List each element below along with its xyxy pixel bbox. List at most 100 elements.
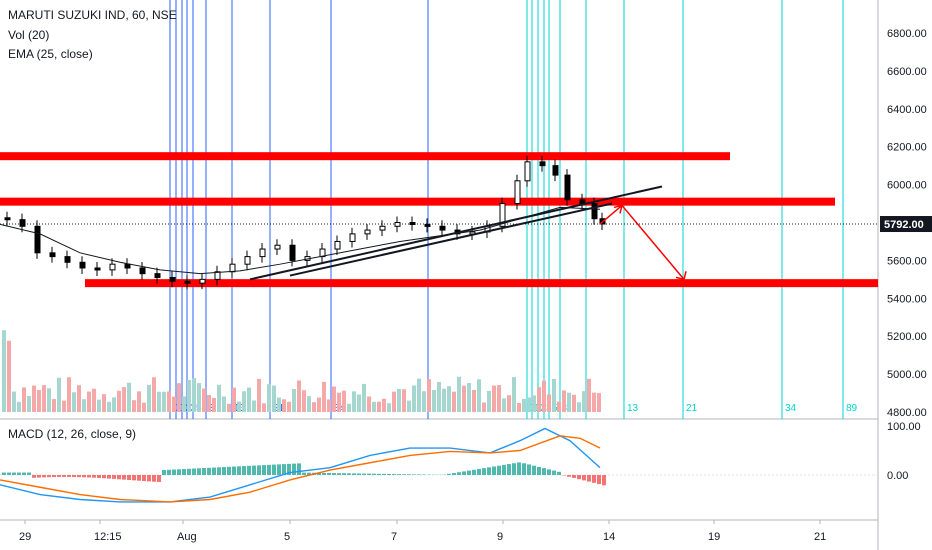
volume-bar [7,340,11,412]
candle [274,244,281,250]
price-tick-label: 6600.00 [887,66,927,78]
macd-histogram-bar [232,466,236,475]
macd-histogram-bar [182,469,186,475]
macd-histogram-bar [502,464,506,475]
candle [394,222,401,227]
volume-bar [127,382,131,412]
price-tick-label: 6000.00 [887,180,927,192]
volume-bar [97,399,101,412]
macd-histogram-bar [532,465,536,475]
projection-arrow-up [599,204,623,225]
candle [154,273,161,278]
volume-bar [17,401,21,412]
macd-histogram-bar [82,475,86,478]
candle [379,225,386,231]
symbol-legend[interactable]: MARUTI SUZUKI IND, 60, NSE [8,8,177,22]
candle [4,217,11,221]
volume-bar [167,391,171,412]
volume-bar [492,385,496,412]
volume-bar [532,395,536,412]
volume-bar [442,388,446,412]
macd-histogram-bar [87,475,91,478]
macd-histogram-bar [202,468,206,475]
time-tick-label: 14 [603,531,615,543]
macd-histogram-bar [472,469,476,475]
volume-bar [272,385,276,412]
macd-histogram-bar [552,470,556,475]
macd-histogram-bar [72,475,76,478]
macd-histogram-bar [522,463,526,475]
macd-histogram-bar [2,472,6,475]
volume-bar [347,403,351,412]
last-price-tag [880,216,932,233]
macd-histogram-bar [32,475,36,478]
volume-bar [437,381,441,412]
macd-histogram-bar [127,475,131,480]
volume-legend[interactable]: Vol (20) [8,28,50,42]
macd-histogram-bar [592,475,596,483]
macd-histogram-bar [277,464,281,475]
volume-bar [357,394,361,412]
candle [49,252,56,258]
macd-histogram-bar [247,465,251,475]
macd-histogram-bar [477,468,481,475]
volume-bar [267,384,271,412]
volume-bar [147,384,151,412]
volume-bar [172,396,176,412]
volume-bar [417,378,421,412]
macd-legend[interactable]: MACD (12, 26, close, 9) [8,427,137,441]
volume-bar [42,385,46,412]
macd-histogram-bar [117,475,121,480]
volume-bar [262,403,266,412]
trendline-upper [249,185,663,281]
macd-histogram-bar [292,463,296,475]
macd-histogram-bar [542,468,546,475]
candle [349,233,356,242]
volume-bar [597,393,601,412]
macd-histogram-bar [342,473,346,475]
macd-histogram-bar [512,463,516,475]
macd-histogram-bar [142,475,146,482]
volume-bar [62,400,66,412]
volume-bar [327,399,331,412]
candle [524,161,531,182]
volume-bar [182,396,186,412]
volume-bar [392,391,396,412]
candle [514,180,521,205]
ema-legend[interactable]: EMA (25, close) [8,47,93,61]
macd-histogram-bar [457,472,461,475]
macd-histogram-bar [387,473,391,475]
candle [124,263,131,269]
volume-bar [472,389,476,412]
volume-bar [397,388,401,412]
volume-bar [527,397,531,412]
volume-bar [297,380,301,412]
macd-histogram-bar [322,472,326,475]
macd-histogram-bar [347,473,351,475]
volume-bar [12,391,16,412]
macd-histogram-bar [122,475,126,480]
macd-histogram-bar [452,473,456,475]
volume-bar [432,390,436,412]
volume-bar [217,384,221,412]
volume-bar [332,386,336,412]
macd-histogram-bar [237,466,241,475]
volume-bar [82,399,86,412]
volume-bar [207,394,211,412]
volume-bar [542,380,546,412]
macd-histogram-bar [162,470,166,475]
macd-histogram-bar [582,475,586,481]
macd-histogram-bar [62,475,66,477]
volume-bar [587,378,591,412]
candle [579,199,586,205]
macd-histogram-bar [67,475,71,477]
volume-bar [312,402,316,412]
volume-bar [212,397,216,412]
macd-histogram-bar [212,467,216,475]
volume-bar [502,398,506,412]
time-tick-label: 29 [19,531,31,543]
macd-histogram-bar [567,475,571,477]
volume-bar [32,385,36,412]
macd-histogram-bar [372,473,376,475]
